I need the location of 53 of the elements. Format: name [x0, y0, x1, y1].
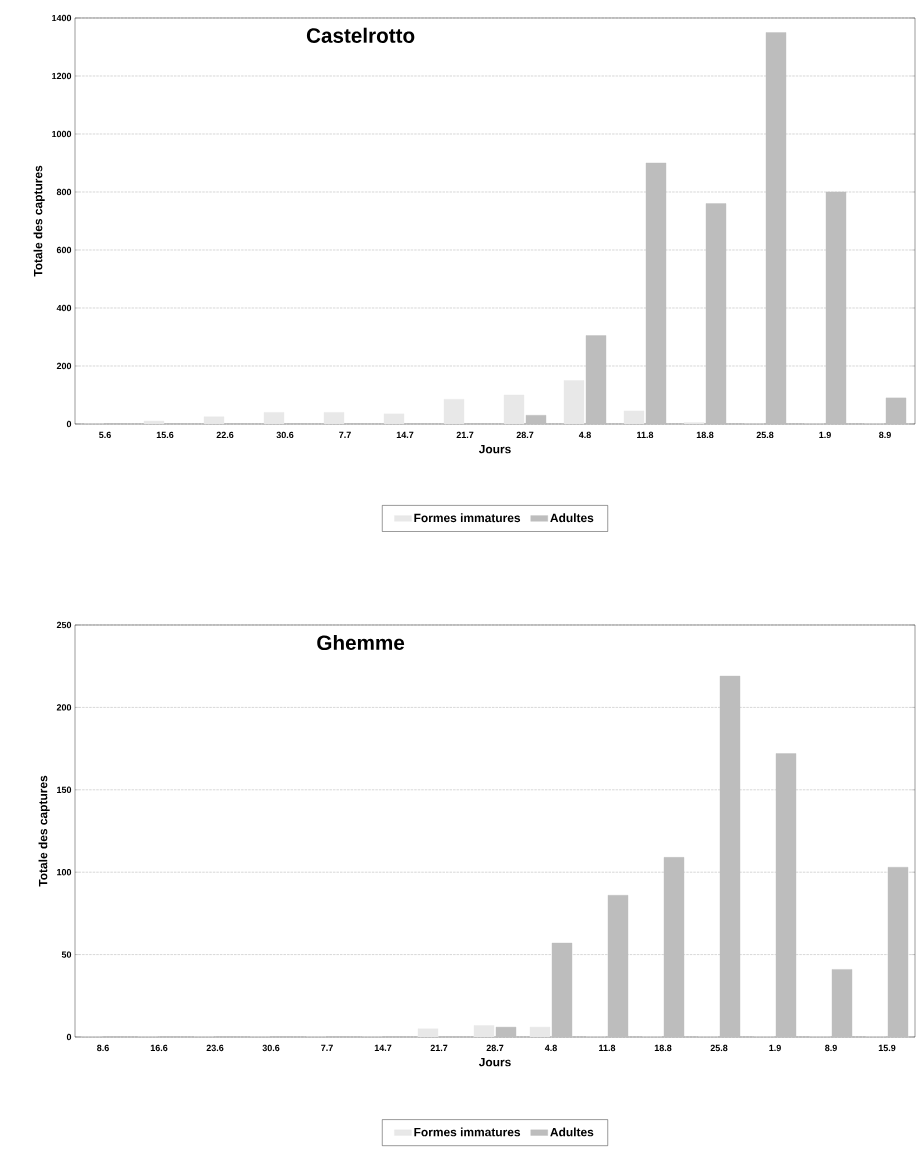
- chart-title: Castelrotto: [306, 27, 415, 43]
- x-tick-label: 21.7: [430, 1044, 448, 1052]
- x-tick-label: 18.8: [654, 1044, 672, 1052]
- x-tick-label: 14.7: [374, 1044, 392, 1051]
- x-tick-label: 1.9: [769, 1044, 781, 1052]
- x-axis-title: Jours: [478, 1057, 511, 1067]
- y-tick-label: 1400: [52, 14, 72, 22]
- y-tick-label: 100: [57, 869, 72, 876]
- x-tick-label: 4.8: [578, 431, 591, 439]
- x-tick-label: 25.8: [710, 1044, 728, 1052]
- x-tick-label: 7.7: [321, 1044, 333, 1051]
- x-tick-label: 8.9: [825, 1044, 837, 1052]
- y-tick-label: 50: [61, 951, 72, 958]
- x-tick-label: 22.6: [216, 431, 234, 439]
- x-tick-label: 28.7: [516, 431, 534, 439]
- x-tick-label: 15.9: [878, 1044, 896, 1052]
- legend-label: Adultes: [550, 1127, 594, 1137]
- x-tick-label: 30.6: [262, 1044, 280, 1052]
- x-tick-label: 4.8: [544, 1044, 557, 1052]
- y-axis-title: Totale des captures: [33, 165, 45, 277]
- legend-label: Formes immatures: [414, 513, 521, 523]
- x-tick-label: 28.7: [486, 1044, 504, 1052]
- y-tick-label: 0: [66, 1033, 72, 1041]
- x-tick-label: 23.6: [206, 1044, 224, 1052]
- x-tick-label: 18.8: [696, 431, 714, 439]
- x-tick-label: 8.6: [97, 1044, 109, 1052]
- x-axis-title: Jours: [478, 444, 511, 454]
- y-tick-label: 400: [56, 304, 72, 312]
- y-tick-label: 250: [56, 621, 72, 629]
- x-tick-label: 16.6: [150, 1044, 168, 1052]
- y-axis-title: Totale des captures: [38, 775, 50, 887]
- x-tick-label: 21.7: [456, 431, 474, 439]
- y-tick-label: 1000: [52, 130, 72, 138]
- y-tick-label: 0: [66, 420, 72, 428]
- y-tick-label: 150: [57, 786, 72, 793]
- x-tick-label: 11.8: [599, 1044, 616, 1052]
- legend-label: Formes immatures: [414, 1127, 521, 1137]
- x-tick-label: 30.6: [276, 431, 294, 439]
- y-tick-label: 200: [56, 704, 72, 711]
- y-tick-label: 600: [56, 246, 72, 254]
- y-tick-label: 200: [56, 362, 72, 370]
- chart-title: Ghemme: [317, 634, 405, 651]
- legend-label: Adultes: [550, 513, 594, 523]
- x-tick-label: 11.8: [637, 431, 654, 439]
- x-tick-label: 15.6: [156, 431, 174, 439]
- x-tick-label: 7.7: [339, 431, 351, 438]
- x-tick-label: 1.9: [819, 431, 831, 439]
- x-tick-label: 5.6: [99, 431, 111, 439]
- x-tick-label: 14.7: [396, 431, 414, 438]
- y-tick-label: 800: [56, 188, 72, 196]
- x-tick-label: 8.9: [879, 431, 891, 439]
- y-tick-label: 1200: [52, 72, 72, 80]
- x-tick-label: 25.8: [756, 431, 774, 439]
